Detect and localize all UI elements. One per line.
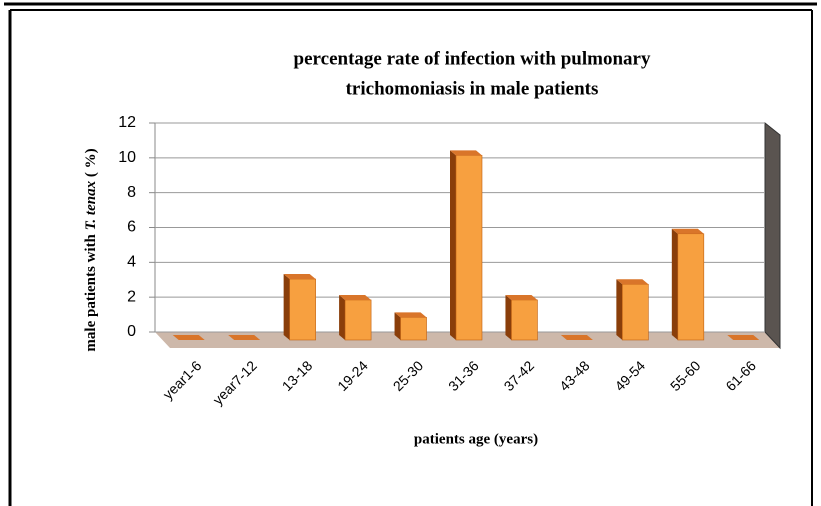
bar (511, 299, 538, 341)
bar-top (339, 294, 372, 300)
bar-top (394, 312, 427, 318)
bar-side (671, 228, 678, 340)
bar-top (727, 335, 760, 340)
y-axis-label: male patients with T. tenax ( %) (83, 148, 99, 351)
x-axis-label: patients age (years) (414, 431, 538, 447)
bar-top (560, 335, 593, 340)
bar (622, 283, 649, 341)
y-tick-label: 6 (127, 219, 136, 236)
y-tick-label: 8 (127, 184, 136, 201)
bar-top (450, 150, 482, 156)
bar-top (671, 228, 704, 234)
y-tick-label: 4 (127, 254, 136, 271)
bar-top (228, 335, 261, 340)
chart-title: trichomoniasis in male patients (346, 78, 599, 99)
y-tick-label: 2 (127, 288, 136, 305)
bar-side (394, 312, 401, 340)
bar-side (450, 150, 456, 340)
bar-top (616, 279, 649, 285)
bar (400, 317, 427, 341)
bar-top (172, 335, 205, 340)
bar-side (339, 294, 346, 340)
bar-side (505, 294, 512, 340)
chart-title: percentage rate of infection with pulmon… (294, 48, 651, 69)
bar (677, 233, 705, 341)
bar-top (283, 274, 316, 280)
y-axis-label-part: male patients with (83, 230, 99, 351)
y-tick-label: 10 (118, 149, 136, 166)
y-tick-label: 12 (118, 114, 136, 131)
y-tick-label: 0 (127, 323, 136, 340)
bar (344, 299, 372, 341)
y-axis-label-part: ( %) (83, 148, 99, 181)
y-axis-label-part: T. tenax (83, 180, 99, 230)
bar-side (283, 274, 290, 340)
bar-top (505, 294, 538, 300)
bar (455, 155, 483, 341)
side-wall (764, 121, 781, 350)
bar-side (616, 279, 623, 340)
bar (289, 278, 316, 341)
